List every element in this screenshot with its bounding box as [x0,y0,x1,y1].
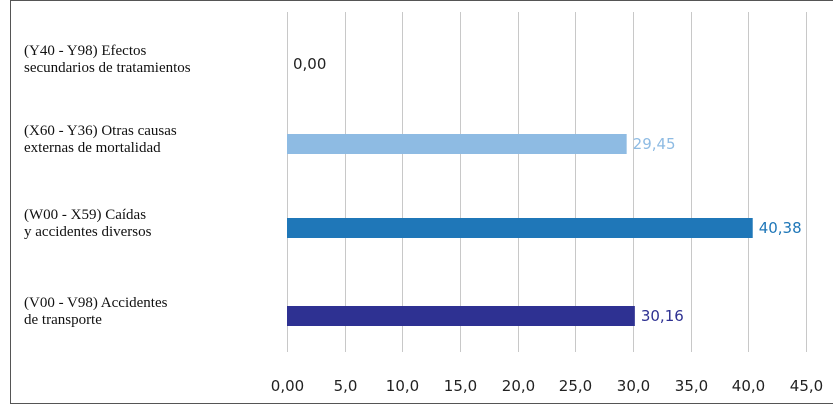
x-tick-label: 30,0 [617,377,650,395]
category-label: (Y40 - Y98) Efectos secundarios de tratam… [24,43,191,76]
value-labels: 0,00 29,45 40,38 30,16 [293,55,802,325]
x-tick-label: 15,0 [444,377,477,395]
x-tick-label: 0,00 [271,377,304,395]
x-tick-label: 10,0 [386,377,419,395]
category-label-line: (W00 - X59) Caídas [24,207,146,223]
data-label: 29,45 [633,135,676,153]
category-label-line: externas de mortalidad [24,140,161,156]
x-tick-label: 40,0 [732,377,765,395]
bar [287,134,627,154]
x-tick-label: 25,0 [559,377,592,395]
gridlines [287,12,807,352]
category-label-line: (Y40 - Y98) Efectos [24,43,146,59]
bars [287,134,753,326]
category-label-line: (V00 - V98) Accidentes [24,295,168,311]
category-label: (X60 - Y36) Otras causas externas de mort… [24,123,177,156]
x-tick-label: 45,0 [790,377,823,395]
x-tick-label: 5,0 [334,377,358,395]
bar [287,218,753,238]
category-label-line: (X60 - Y36) Otras causas [24,123,177,139]
category-labels: (Y40 - Y98) Efectos secundarios de tratam… [24,43,191,328]
category-label: (W00 - X59) Caídas y accidentes diversos [24,207,152,240]
category-label-line: y accidentes diversos [24,224,152,240]
data-label: 40,38 [759,219,802,237]
category-label-line: secundarios de tratamientos [24,60,191,76]
bar [287,306,635,326]
x-tick-label: 20,0 [502,377,535,395]
chart-frame [10,0,833,404]
x-axis-tick-labels: 0,00 5,0 10,0 15,0 20,0 25,0 30,0 35,0 40,0 45,0 [271,377,823,395]
category-label-line: de transporte [24,312,102,328]
category-label: (V00 - V98) Accidentes de transporte [24,295,168,328]
x-tick-label: 35,0 [675,377,708,395]
data-label: 0,00 [293,55,326,73]
data-label: 30,16 [641,307,684,325]
